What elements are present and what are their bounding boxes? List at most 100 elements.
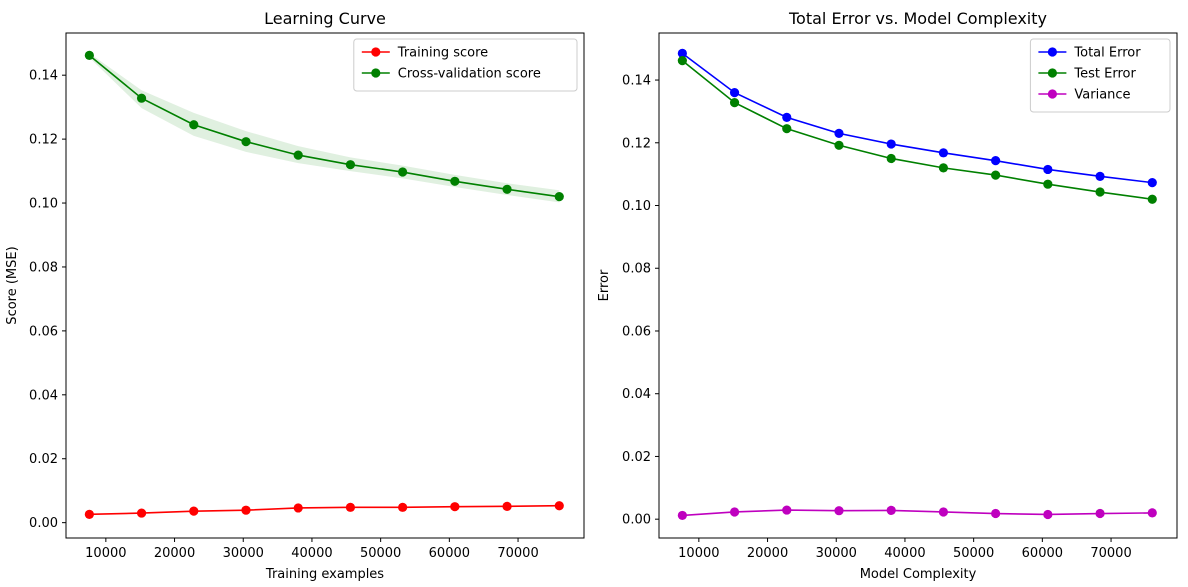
cross-validation-score-point (345, 160, 356, 170)
learning-curve-chart: 10000 20000 30000 40000 50000 60000 70000 0.00… (5, 9, 585, 582)
y-tick-label: 0.04 (622, 387, 651, 402)
cross-validation-score-point (189, 120, 199, 130)
test-error-point (991, 170, 1001, 180)
legend: Total Error Test Error Variance (1029, 38, 1171, 113)
test-error-series (677, 56, 1157, 204)
x-tick-label: 60000 (1022, 546, 1063, 561)
legend-label: Cross-validation score (398, 67, 541, 82)
y-tick-label: 0.06 (622, 324, 651, 339)
legend: Training score Cross-validation score (353, 38, 578, 92)
chart-title: Total Error vs. Model Complexity (788, 9, 1047, 28)
legend-item-training-score: Training score (361, 46, 488, 61)
test-error-point (729, 98, 740, 108)
y-axis-ticks: 0.00 0.02 0.04 0.06 0.08 0.10 0.12 0.14 (622, 74, 659, 528)
test-error-point (782, 124, 792, 134)
legend-box (353, 38, 578, 92)
total-error-point (782, 112, 792, 122)
x-tick-label: 60000 (429, 546, 470, 561)
x-axis-label: Training examples (265, 567, 384, 582)
variance-point (782, 505, 792, 515)
variance-point (729, 507, 740, 517)
cross-validation-score-point (554, 192, 564, 202)
test-error-point (1147, 194, 1157, 204)
cross-validation-score-point (398, 167, 408, 177)
total-error-point (938, 148, 949, 158)
cross-validation-score-point (502, 184, 512, 194)
x-tick-label: 20000 (154, 546, 195, 561)
x-axis-ticks: 10000 20000 30000 40000 50000 60000 70000 (85, 538, 539, 561)
y-tick-label: 0.00 (29, 516, 58, 531)
legend-label: Variance (1074, 88, 1130, 103)
x-tick-label: 70000 (1090, 546, 1131, 561)
x-tick-label: 30000 (816, 546, 857, 561)
x-tick-label: 10000 (85, 546, 126, 561)
total-error-point (886, 139, 896, 149)
training-score-point (398, 502, 408, 512)
training-score-point (293, 503, 303, 513)
chart-title: Learning Curve (264, 9, 386, 28)
test-error-point (677, 56, 687, 66)
y-tick-label: 0.08 (29, 260, 58, 275)
training-score-point (345, 502, 356, 512)
legend-label: Test Error (1073, 67, 1136, 82)
training-score-point (189, 506, 199, 516)
total-error-point (1147, 178, 1157, 188)
y-axis-label: Score (MSE) (5, 246, 20, 324)
band-layer (89, 53, 560, 203)
total-error-point (834, 128, 844, 138)
series-layer (677, 48, 1157, 521)
x-tick-label: 40000 (884, 546, 925, 561)
training-score-point (450, 502, 460, 512)
variance-series (677, 505, 1157, 521)
variance-point (938, 507, 949, 517)
cross-validation-score-point (293, 150, 303, 160)
y-tick-label: 0.02 (29, 452, 58, 467)
plot-area (66, 33, 584, 538)
cross-validation-score-point (136, 93, 147, 103)
legend-swatch-marker (1047, 68, 1057, 78)
training-score-series (84, 501, 564, 519)
cross-validation-score-point (84, 50, 94, 60)
y-axis-ticks: 0.00 0.02 0.04 0.06 0.08 0.10 0.12 0.14 (29, 69, 66, 531)
x-tick-label: 10000 (678, 546, 719, 561)
y-tick-label: 0.06 (29, 324, 58, 339)
legend-item-variance: Variance (1038, 88, 1131, 103)
x-tick-label: 40000 (291, 546, 332, 561)
test-error-point (938, 163, 949, 173)
variance-point (886, 505, 896, 515)
x-axis-ticks: 10000 20000 30000 40000 50000 60000 70000 (678, 538, 1132, 561)
y-tick-label: 0.14 (29, 69, 58, 84)
legend-swatch-marker (371, 47, 381, 57)
training-score-point (554, 501, 564, 511)
total-error-point (729, 88, 740, 98)
cross-validation-score-confidence-band (89, 53, 560, 203)
x-tick-label: 70000 (497, 546, 538, 561)
cross-validation-score-point (241, 137, 251, 147)
legend-swatch-marker (371, 68, 381, 78)
legend-label: Total Error (1073, 46, 1141, 61)
cross-validation-score-line (88, 54, 560, 198)
variance-point (1043, 509, 1053, 520)
x-tick-label: 50000 (360, 546, 401, 561)
y-tick-label: 0.10 (622, 199, 651, 214)
x-tick-label: 20000 (747, 546, 788, 561)
variance-point (991, 508, 1001, 519)
legend-label: Training score (397, 46, 488, 61)
training-score-point (241, 505, 251, 515)
variance-point (1095, 508, 1105, 519)
test-error-point (1095, 187, 1105, 197)
variance-point (677, 510, 687, 521)
plot-frame (658, 32, 1178, 539)
training-score-line (89, 504, 560, 516)
cross-validation-score-point (450, 176, 460, 186)
test-error-point (886, 153, 896, 164)
y-tick-label: 0.12 (29, 133, 58, 148)
training-score-point (136, 508, 147, 518)
total-error-series (677, 48, 1157, 188)
plot-area (659, 33, 1177, 538)
x-tick-label: 50000 (953, 546, 994, 561)
variance-line (682, 509, 1153, 517)
series-layer (84, 50, 564, 519)
y-tick-label: 0.04 (29, 388, 58, 403)
total-error-point (677, 48, 687, 58)
